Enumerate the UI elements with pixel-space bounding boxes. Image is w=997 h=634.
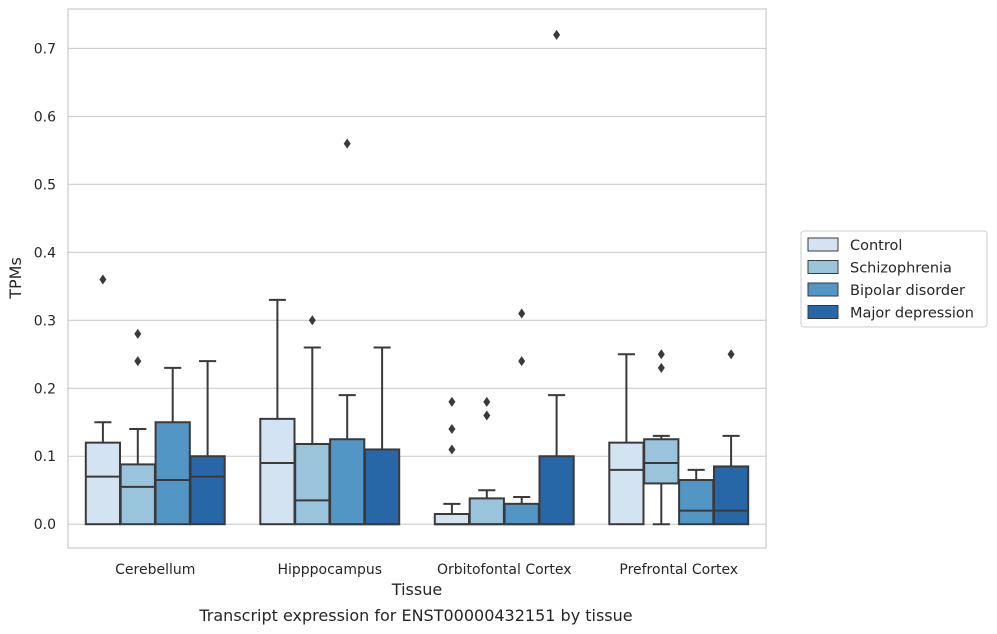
y-axis-label: TPMs [6,257,25,300]
legend-swatch [807,305,839,319]
box-body [643,438,680,485]
box-control [608,353,645,526]
y-tick-label: 0.7 [34,41,56,57]
box-bipolar-disorder [503,308,540,526]
legend-label: Bipolar disorder [850,283,965,299]
legend-swatch [807,282,839,297]
box-control [433,396,471,526]
box-body [678,479,715,526]
outlier-marker [448,424,456,435]
box-body [84,441,122,526]
box-body [608,441,645,526]
box-major-depression [189,360,226,526]
legend-swatch [807,237,839,252]
box-body [538,455,575,526]
outlier-marker [483,396,491,407]
box-body [154,421,191,526]
x-tick-label: Hipppocampus [277,562,382,578]
outlier-marker [134,356,142,367]
box-major-depression [712,349,750,526]
outlier-marker [448,396,456,407]
figure-caption: Transcript expression for ENST0000043215… [199,606,633,625]
legend: Control Schizophrenia Bipolar disorder Majo… [800,230,988,328]
y-tick-label: 0.2 [34,381,56,397]
y-tick-label: 0.6 [34,109,56,125]
outlier-marker [448,444,456,455]
outlier-marker [518,308,526,319]
y-tick-label: 0.3 [34,313,56,329]
box-major-depression [363,346,401,526]
box-control [259,298,296,526]
x-tick-label: Orbitofontal Cortex [437,562,572,578]
box-body [363,448,401,526]
box-body [503,502,540,526]
outlier-marker [99,274,107,285]
y-axis-ticks: 0.0 0.1 0.2 0.3 0.4 0.5 0.6 0.7 [34,41,56,533]
box-bipolar-disorder [329,138,366,526]
x-axis-ticks: Cerebellum Hipppocampus Orbitofontal Corte… [115,562,738,578]
y-tick-label: 0.0 [34,517,56,533]
outlier-marker [483,410,491,421]
box-body [294,443,331,526]
box-bipolar-disorder [154,366,191,526]
x-axis-label: Tissue [391,580,442,599]
outlier-marker [553,29,561,40]
legend-label: Major depression [850,306,974,322]
box-bipolar-disorder [678,468,715,526]
outlier-marker [134,328,142,339]
legend-swatch [807,260,839,274]
y-tick-label: 0.1 [34,449,56,465]
outlier-marker [343,138,351,149]
box-schizophrenia [468,396,505,526]
box-body [433,513,471,526]
outlier-marker [657,349,665,360]
box-schizophrenia [643,349,680,526]
box-major-depression [538,29,575,526]
x-tick-label: Prefrontal Cortex [619,562,738,578]
legend-label: Schizophrenia [850,261,952,277]
box-body [189,455,226,526]
box-body [712,465,750,526]
box-body [259,417,296,526]
boxes [84,29,750,526]
x-tick-label: Cerebellum [115,562,195,578]
box-body [119,463,156,526]
box-body [468,497,505,526]
outlier-marker [727,349,735,360]
legend-frame [800,230,988,328]
y-tick-label: 0.5 [34,177,56,193]
outlier-marker [657,362,665,373]
box-schizophrenia [294,315,331,526]
outlier-marker [518,356,526,367]
box-schizophrenia [119,328,156,526]
legend-label: Control [850,238,902,254]
y-tick-label: 0.4 [34,245,56,261]
outlier-marker [308,315,316,326]
box-body [329,438,366,526]
box-control [84,274,122,526]
